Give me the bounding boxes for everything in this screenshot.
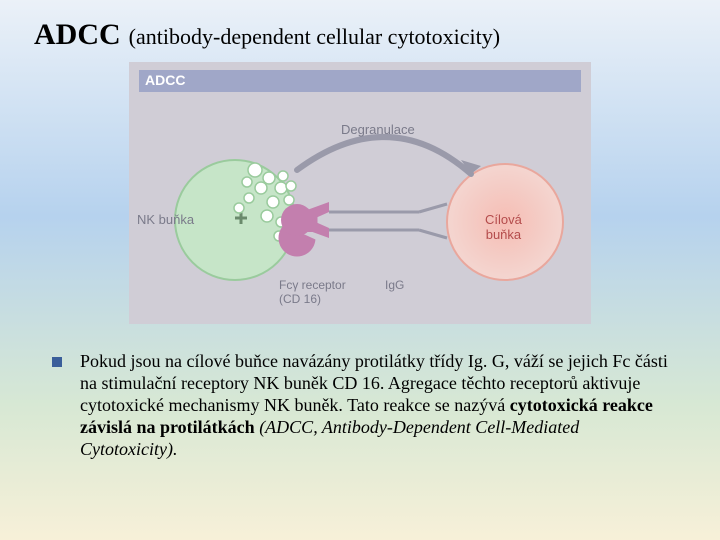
- title-sub: (antibody-dependent cellular cytotoxicit…: [129, 24, 500, 50]
- bullet-item: Pokud jsou na cílové buňce navázány prot…: [34, 350, 686, 460]
- figure-header-label: ADCC: [145, 72, 185, 88]
- fc-receptor-label: Fcγ receptor (CD 16): [279, 278, 346, 306]
- target-cell-label: Cílová buňka: [485, 212, 522, 242]
- nk-cell-label: NK buňka: [137, 212, 194, 227]
- title-main: ADCC: [34, 18, 121, 52]
- slide-title: ADCC (antibody-dependent cellular cytoto…: [34, 18, 686, 52]
- degranulation-label: Degranulace: [341, 122, 415, 137]
- bullet-text: Pokud jsou na cílové buňce navázány prot…: [80, 350, 680, 460]
- bullet-glyph-icon: [52, 357, 62, 367]
- adcc-figure: ADCC NK buňka Cílová buňka Degranulace F…: [129, 62, 591, 324]
- adcc-diagram-svg: [129, 62, 591, 324]
- igg-label: IgG: [385, 278, 404, 292]
